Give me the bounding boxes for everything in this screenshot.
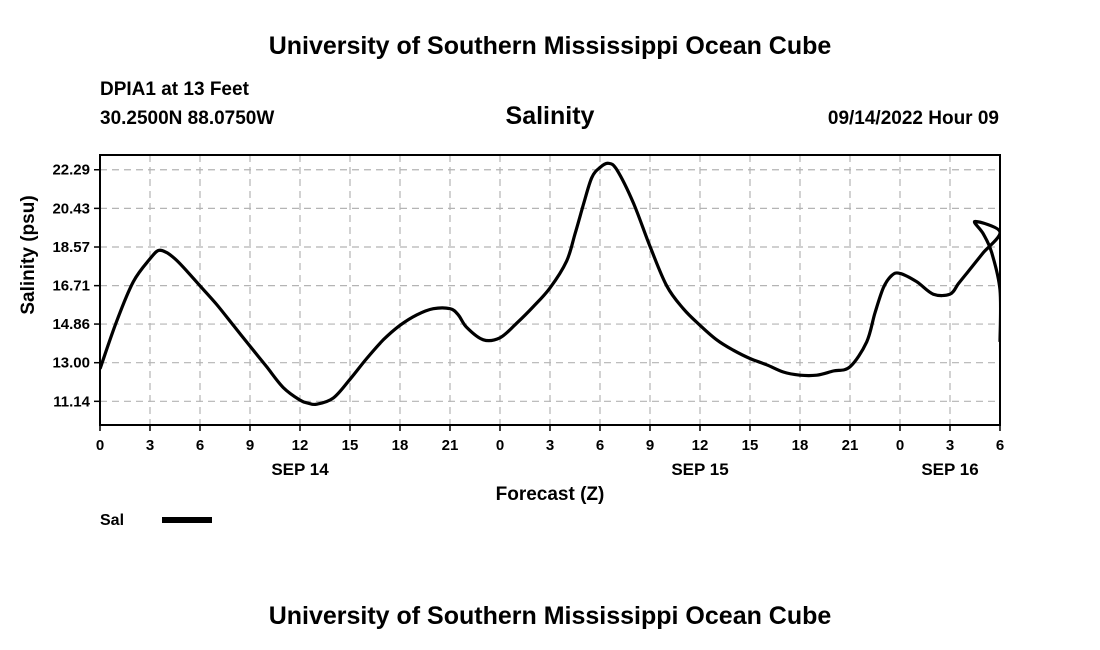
x-tick-label: 9: [646, 437, 654, 454]
page-title: University of Southern Mississippi Ocean…: [269, 32, 832, 60]
x-tick-label: 9: [246, 437, 254, 454]
plot-frame: [99, 154, 1001, 426]
x-tick-label: 12: [692, 437, 709, 454]
datetime-label: 09/14/2022 Hour 09: [828, 108, 999, 129]
x-tick-label: 0: [496, 437, 504, 454]
y-tick-label: 14.86: [52, 316, 90, 333]
x-tick-label: 6: [996, 437, 1004, 454]
x-tick-label: 15: [742, 437, 759, 454]
y-axis: 11.14 13.00 14.86 16.71 18.57 20.43 22.29: [52, 162, 100, 410]
y-tick-label: 20.43: [52, 200, 90, 217]
coordinates-label: 30.2500N 88.0750W: [100, 108, 274, 129]
y-tick-label: 16.71: [52, 278, 90, 295]
x-tick-label: 0: [896, 437, 904, 454]
y-tick-label: 13.00: [52, 355, 90, 372]
footer-title: University of Southern Mississippi Ocean…: [269, 602, 832, 630]
y-axis-label: Salinity (psu): [18, 195, 39, 314]
y-tick-label: 22.29: [52, 162, 90, 179]
x-tick-label: 15: [342, 437, 359, 454]
date-label: SEP 14: [271, 460, 329, 479]
x-tick-label: 6: [596, 437, 604, 454]
x-tick-label: 21: [842, 437, 859, 454]
series-layer: [100, 161, 1000, 407]
x-tick-label: 3: [946, 437, 954, 454]
station-label: DPIA1 at 13 Feet: [100, 79, 250, 100]
x-tick-label: 18: [392, 437, 409, 454]
x-tick-label: 0: [96, 437, 104, 454]
y-tick-label: 18.57: [52, 239, 90, 256]
date-label: SEP 16: [921, 460, 978, 479]
x-axis-label: Forecast (Z): [496, 484, 605, 505]
x-axis: 0 3 6 9 12 15 18 21 0 3 6 9 12 15 18 21 0 3 6: [96, 425, 1004, 454]
y-tick-label: 11.14: [53, 393, 90, 410]
x-tick-label: 3: [546, 437, 554, 454]
x-tick-label: 3: [146, 437, 154, 454]
series-line-sal: [100, 161, 1000, 407]
date-label: SEP 15: [671, 460, 728, 479]
legend: Sal: [100, 512, 212, 529]
x-tick-label: 12: [292, 437, 309, 454]
x-tick-label: 21: [442, 437, 459, 454]
variable-title: Salinity: [506, 102, 595, 130]
x-tick-label: 18: [792, 437, 809, 454]
legend-label-sal: Sal: [100, 512, 124, 529]
date-labels: SEP 14 SEP 15 SEP 16: [271, 460, 978, 479]
x-tick-label: 6: [196, 437, 204, 454]
